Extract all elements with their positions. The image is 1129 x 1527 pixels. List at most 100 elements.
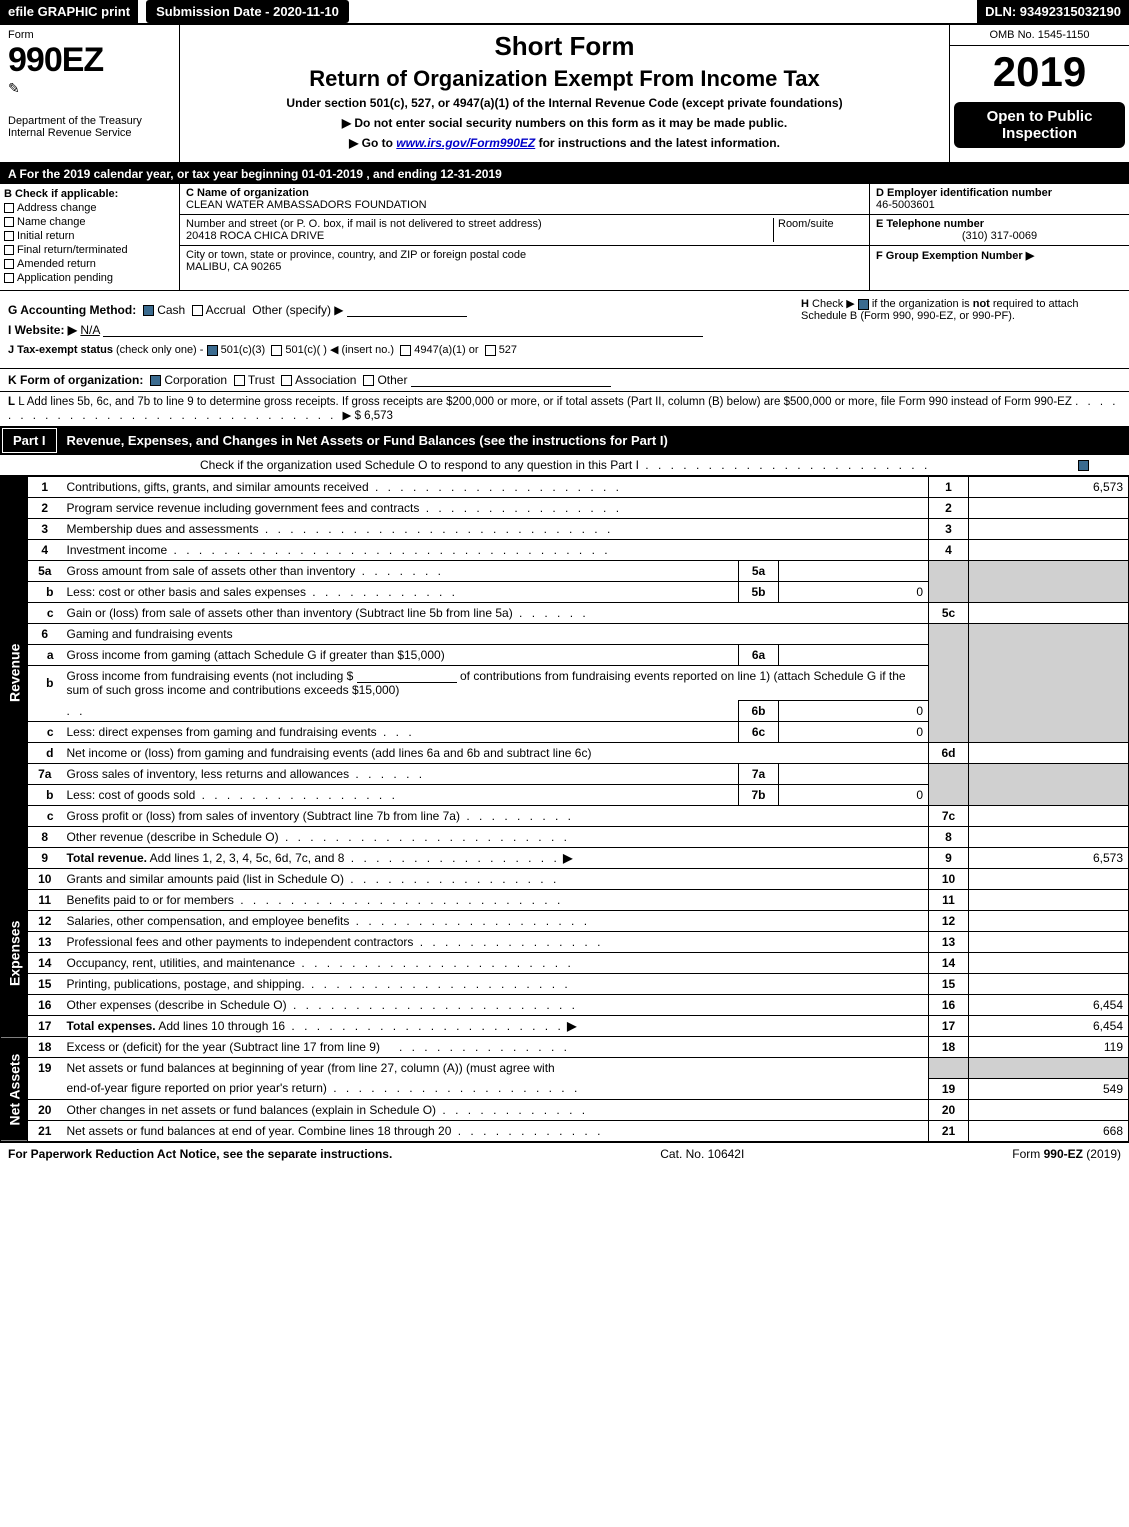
- k-assoc-check[interactable]: [281, 375, 292, 386]
- street-label: Number and street (or P. O. box, if mail…: [186, 218, 542, 230]
- short-form-title: Short Form: [192, 31, 937, 62]
- amt-5c: [969, 603, 1129, 624]
- k-label: K Form of organization:: [8, 373, 143, 387]
- website-value: N/A: [80, 323, 99, 337]
- period-line: A For the 2019 calendar year, or tax yea…: [0, 164, 1129, 184]
- amt-4: [969, 540, 1129, 561]
- 6b-amount-field[interactable]: [357, 669, 457, 683]
- amt-18: 119: [969, 1037, 1129, 1058]
- check-application-pending[interactable]: Application pending: [4, 272, 175, 284]
- check-final-return[interactable]: Final return/terminated: [4, 244, 175, 256]
- row-16: 16 Other expenses (describe in Schedule …: [1, 995, 1129, 1016]
- section-b: B Check if applicable: Address change Na…: [0, 184, 180, 290]
- check-initial-return[interactable]: Initial return: [4, 230, 175, 242]
- l-amount: ▶ $ 6,573: [343, 410, 393, 422]
- g-label: G Accounting Method:: [8, 303, 136, 317]
- check-address-change[interactable]: Address change: [4, 202, 175, 214]
- check-name-change[interactable]: Name change: [4, 216, 175, 228]
- goto-link[interactable]: www.irs.gov/Form990EZ: [396, 136, 535, 150]
- amt-6d: [969, 743, 1129, 764]
- val-5b: 0: [779, 582, 929, 603]
- amt-12: [969, 911, 1129, 932]
- row-5a: 5a Gross amount from sale of assets othe…: [1, 561, 1129, 582]
- room-label: Room/suite: [778, 218, 834, 230]
- tax-year: 2019: [950, 46, 1129, 98]
- footer-left: For Paperwork Reduction Act Notice, see …: [8, 1147, 392, 1161]
- amt-3: [969, 519, 1129, 540]
- part1-label: Part I: [2, 428, 57, 453]
- k-other-check[interactable]: [363, 375, 374, 386]
- val-7a: [779, 764, 929, 785]
- k-trust-check[interactable]: [234, 375, 245, 386]
- entity-right: D Employer identification number 46-5003…: [869, 184, 1129, 290]
- row-6: 6 Gaming and fundraising events: [1, 624, 1129, 645]
- topbar-left: efile GRAPHIC print Submission Date - 20…: [0, 0, 349, 23]
- row-7b: b Less: cost of goods sold . . . . . . .…: [1, 785, 1129, 806]
- efile-label: efile GRAPHIC print: [0, 0, 138, 23]
- j-4947-check[interactable]: [400, 345, 411, 356]
- dln-label: DLN: 93492315032190: [977, 0, 1129, 23]
- side-netassets: Net Assets: [1, 1037, 28, 1142]
- j-label: J Tax-exempt status: [8, 344, 113, 356]
- row-7a: 7a Gross sales of inventory, less return…: [1, 764, 1129, 785]
- side-expenses: Expenses: [1, 869, 28, 1037]
- footer-right: Form 990-EZ (2019): [1012, 1147, 1121, 1161]
- amt-8: [969, 827, 1129, 848]
- k-corp-check[interactable]: [150, 375, 161, 386]
- g-other-field[interactable]: [347, 303, 467, 317]
- amt-20: [969, 1099, 1129, 1120]
- row-13: 13 Professional fees and other payments …: [1, 932, 1129, 953]
- j-row: J Tax-exempt status (check only one) - 5…: [8, 343, 1121, 356]
- section-c: C Name of organization CLEAN WATER AMBAS…: [180, 184, 869, 290]
- val-6a: [779, 645, 929, 666]
- row-17: 17 Total expenses. Add lines 10 through …: [1, 1016, 1129, 1037]
- row-6b-1: b Gross income from fundraising events (…: [1, 666, 1129, 701]
- row-20: 20 Other changes in net assets or fund b…: [1, 1099, 1129, 1120]
- row-14: 14 Occupancy, rent, utilities, and maint…: [1, 953, 1129, 974]
- i-label: I Website: ▶: [8, 323, 77, 337]
- ghij-block: H Check ▶ if the organization is not req…: [0, 291, 1129, 369]
- header-right: OMB No. 1545-1150 2019 Open to Public In…: [949, 25, 1129, 162]
- row-7c: c Gross profit or (loss) from sales of i…: [1, 806, 1129, 827]
- row-3: 3 Membership dues and assessments . . . …: [1, 519, 1129, 540]
- top-bar: efile GRAPHIC print Submission Date - 20…: [0, 0, 1129, 25]
- phone-value: (310) 317-0069: [876, 230, 1123, 242]
- row-11: 11 Benefits paid to or for members . . .…: [1, 890, 1129, 911]
- amt-13: [969, 932, 1129, 953]
- j-527-check[interactable]: [485, 345, 496, 356]
- row-21: 21 Net assets or fund balances at end of…: [1, 1120, 1129, 1141]
- amt-16: 6,454: [969, 995, 1129, 1016]
- form-word: Form: [8, 29, 171, 41]
- goto-prefix: ▶ Go to: [349, 136, 396, 150]
- part1-header: Part I Revenue, Expenses, and Changes in…: [0, 426, 1129, 455]
- row-6d: d Net income or (loss) from gaming and f…: [1, 743, 1129, 764]
- header-left: Form 990EZ ✎ Department of the Treasury …: [0, 25, 180, 162]
- k-line: K Form of organization: Corporation Trus…: [0, 369, 1129, 392]
- g-accrual-check[interactable]: [192, 305, 203, 316]
- k-other-field[interactable]: [411, 373, 611, 387]
- header-center: Short Form Return of Organization Exempt…: [180, 25, 949, 162]
- part1-sub-text: Check if the organization used Schedule …: [200, 458, 1069, 472]
- g-cash-check[interactable]: [143, 305, 154, 316]
- website-field[interactable]: [103, 323, 703, 337]
- row-5c: c Gain or (loss) from sale of assets oth…: [1, 603, 1129, 624]
- part1-sub-check[interactable]: [1069, 458, 1089, 472]
- l-text: L Add lines 5b, 6c, and 7b to line 9 to …: [18, 396, 1072, 408]
- i-row: I Website: ▶ N/A: [8, 323, 1121, 337]
- amt-15: [969, 974, 1129, 995]
- j-501c-check[interactable]: [271, 345, 282, 356]
- row-6c: c Less: direct expenses from gaming and …: [1, 722, 1129, 743]
- irs-label: Internal Revenue Service: [8, 127, 171, 139]
- val-6c: 0: [779, 722, 929, 743]
- f-label: F Group Exemption Number ▶: [876, 250, 1034, 262]
- row-2: 2 Program service revenue including gove…: [1, 498, 1129, 519]
- row-6b-2: . . 6b 0: [1, 701, 1129, 722]
- entity-block: B Check if applicable: Address change Na…: [0, 184, 1129, 291]
- no-ssn-warning: ▶ Do not enter social security numbers o…: [192, 116, 937, 130]
- check-amended-return[interactable]: Amended return: [4, 258, 175, 270]
- h-checkbox[interactable]: [858, 299, 869, 310]
- c-label: C Name of organization: [186, 187, 309, 199]
- street-value: 20418 ROCA CHICA DRIVE: [186, 230, 324, 242]
- row-12: 12 Salaries, other compensation, and emp…: [1, 911, 1129, 932]
- j-501c3-check[interactable]: [207, 345, 218, 356]
